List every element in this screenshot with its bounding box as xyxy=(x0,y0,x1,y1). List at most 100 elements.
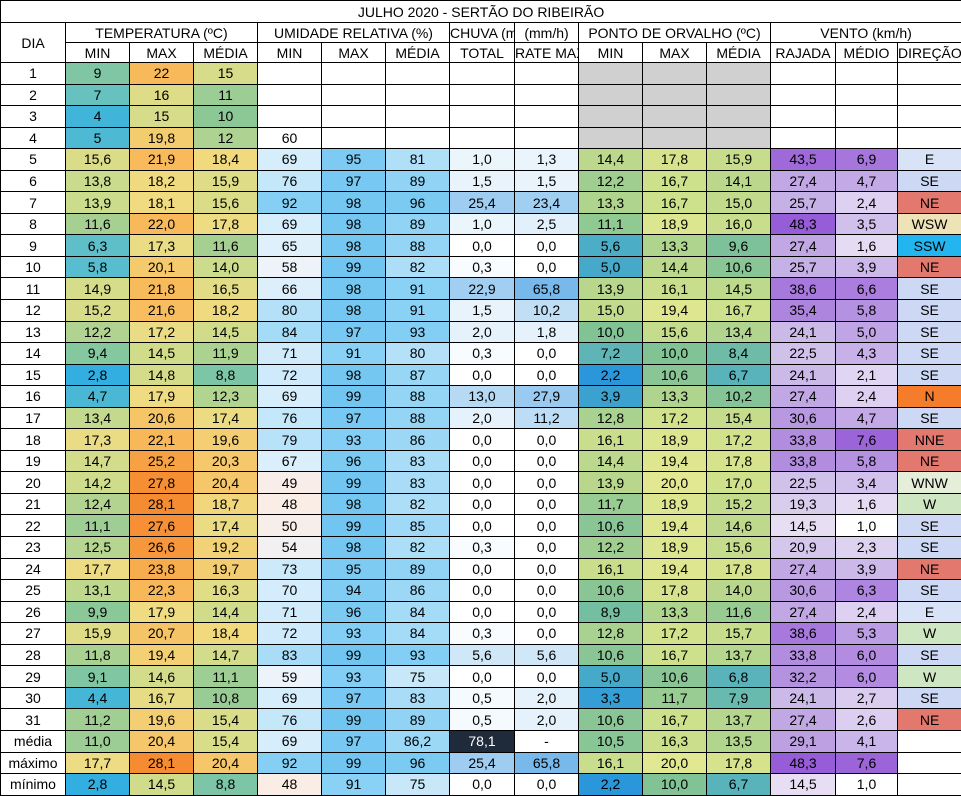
data-cell: 16,7 xyxy=(643,170,707,192)
data-cell: 88 xyxy=(386,235,450,257)
data-cell: 54 xyxy=(258,537,322,559)
data-cell: 25,7 xyxy=(771,256,836,278)
data-cell: 5,6 xyxy=(579,235,643,257)
data-cell: 14,1 xyxy=(707,170,771,192)
data-cell: 99 xyxy=(322,386,386,408)
day-cell: 24 xyxy=(1,558,66,580)
data-cell xyxy=(898,84,961,106)
data-cell: 98 xyxy=(322,364,386,386)
data-cell: 20,9 xyxy=(771,537,836,559)
data-cell: 69 xyxy=(258,149,322,171)
data-cell: 81 xyxy=(386,149,450,171)
data-cell: 1,5 xyxy=(450,300,515,322)
data-cell: 19,4 xyxy=(643,558,707,580)
day-cell: 14 xyxy=(1,343,66,365)
data-cell: SE xyxy=(898,300,961,322)
data-cell: 1,0 xyxy=(836,515,898,537)
summary-cell xyxy=(898,752,961,774)
data-cell: 96 xyxy=(322,601,386,623)
data-cell: 93 xyxy=(386,644,450,666)
data-cell: 16,3 xyxy=(194,580,258,602)
data-cell: 16 xyxy=(130,84,194,106)
data-cell xyxy=(450,84,515,106)
data-cell: 91 xyxy=(322,343,386,365)
data-cell xyxy=(322,106,386,128)
data-cell: 3,5 xyxy=(836,213,898,235)
summary-cell: 48,3 xyxy=(771,752,836,774)
sub-header: MIN xyxy=(66,43,130,63)
data-cell: SE xyxy=(898,537,961,559)
data-cell: 2,0 xyxy=(450,321,515,343)
data-cell: 2,2 xyxy=(579,364,643,386)
sub-header: MIN xyxy=(579,43,643,63)
data-cell: 19,7 xyxy=(194,558,258,580)
data-cell: 3,4 xyxy=(836,472,898,494)
data-cell: 0,0 xyxy=(515,515,579,537)
data-cell: 84 xyxy=(258,321,322,343)
data-cell: 14,6 xyxy=(707,515,771,537)
data-cell: 18,2 xyxy=(194,300,258,322)
data-cell: 0,0 xyxy=(515,601,579,623)
data-cell: 14,5 xyxy=(194,321,258,343)
data-cell: 14,8 xyxy=(130,364,194,386)
data-cell: W xyxy=(898,666,961,688)
data-cell: 6,3 xyxy=(836,580,898,602)
data-cell: SE xyxy=(898,644,961,666)
data-cell: 11,6 xyxy=(66,213,130,235)
data-cell: 17,7 xyxy=(66,558,130,580)
day-cell: 26 xyxy=(1,601,66,623)
data-cell: 14,4 xyxy=(579,450,643,472)
day-cell: 4 xyxy=(1,127,66,149)
data-cell xyxy=(898,127,961,149)
day-cell: 3 xyxy=(1,106,66,128)
summary-cell: 99 xyxy=(322,752,386,774)
data-cell: 98 xyxy=(322,213,386,235)
day-cell: 10 xyxy=(1,256,66,278)
summary-cell: 97 xyxy=(322,730,386,752)
summary-cell: 92 xyxy=(258,752,322,774)
data-cell: 13,0 xyxy=(450,386,515,408)
data-cell xyxy=(771,106,836,128)
data-cell: 5,8 xyxy=(66,256,130,278)
data-cell: 2,6 xyxy=(836,709,898,731)
data-cell xyxy=(386,127,450,149)
data-cell: 2,0 xyxy=(450,407,515,429)
data-cell: 18,7 xyxy=(194,493,258,515)
summary-cell: 28,1 xyxy=(130,752,194,774)
summary-cell: 17,7 xyxy=(66,752,130,774)
data-cell: 11,6 xyxy=(194,235,258,257)
data-cell: 0,0 xyxy=(450,235,515,257)
data-cell: 0,0 xyxy=(450,601,515,623)
data-cell xyxy=(579,63,643,85)
data-cell: 19,6 xyxy=(194,429,258,451)
data-cell: 97 xyxy=(322,687,386,709)
data-cell: 91 xyxy=(386,278,450,300)
data-cell: 2,0 xyxy=(515,687,579,709)
data-cell: 10,6 xyxy=(579,580,643,602)
data-cell: 17,8 xyxy=(707,558,771,580)
data-cell: 67 xyxy=(258,450,322,472)
day-cell: 6 xyxy=(1,170,66,192)
data-cell: 6,9 xyxy=(836,149,898,171)
data-cell: SE xyxy=(898,364,961,386)
day-cell: 27 xyxy=(1,623,66,645)
data-cell: 88 xyxy=(386,386,450,408)
data-cell: 58 xyxy=(258,256,322,278)
summary-cell: 10,0 xyxy=(643,774,707,796)
summary-cell: 8,8 xyxy=(194,774,258,796)
data-cell: 11,7 xyxy=(643,687,707,709)
day-cell: 11 xyxy=(1,278,66,300)
data-cell: 14,4 xyxy=(643,256,707,278)
data-cell: N xyxy=(898,386,961,408)
summary-cell: 17,8 xyxy=(707,752,771,774)
data-cell: 25,2 xyxy=(130,450,194,472)
data-cell: 24,1 xyxy=(771,321,836,343)
data-cell: 15,0 xyxy=(707,192,771,214)
data-cell: 1,5 xyxy=(450,170,515,192)
data-cell xyxy=(322,84,386,106)
